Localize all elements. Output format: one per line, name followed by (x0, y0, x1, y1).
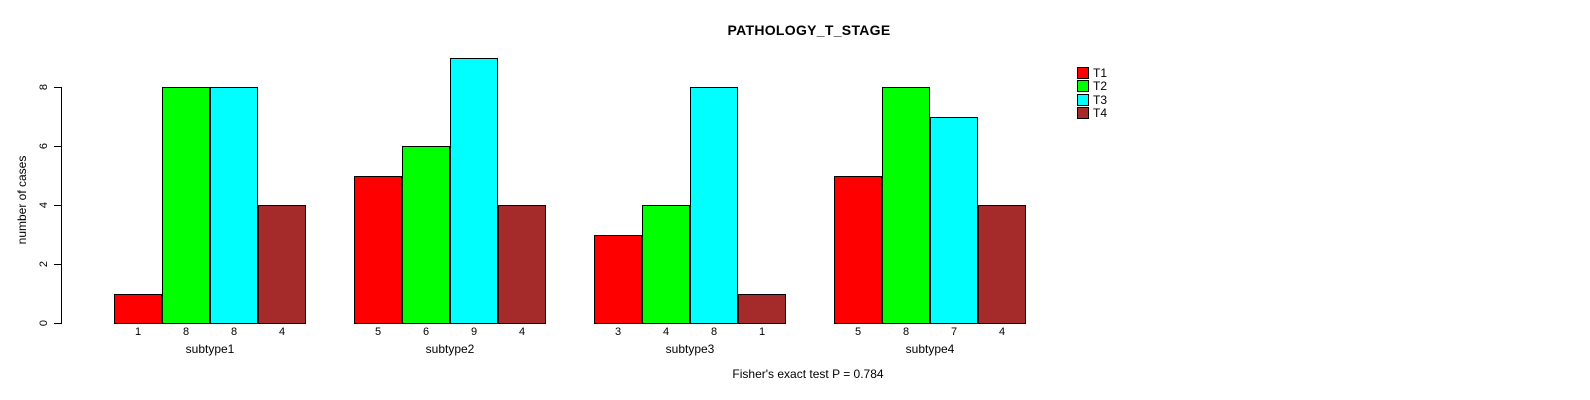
y-axis-tick-label: 4 (38, 201, 50, 209)
bar-subtype2-T3 (450, 57, 498, 324)
bar-subtype4-T4 (978, 205, 1026, 324)
bar-subtype3-T3 (690, 87, 738, 324)
bar-value-subtype4-T3: 7 (950, 326, 958, 338)
bar-value-subtype4-T4: 4 (998, 326, 1006, 338)
bar-value-subtype4-T2: 8 (902, 326, 910, 338)
bar-value-subtype3-T3: 8 (710, 326, 718, 338)
bar-subtype4-T2 (882, 87, 930, 324)
legend-swatch-T3 (1077, 93, 1089, 106)
bar-value-subtype2-T2: 6 (422, 326, 430, 338)
legend-label-T2: T2 (1093, 79, 1108, 93)
y-axis-label: number of cases (15, 155, 29, 245)
bar-subtype2-T1 (354, 175, 402, 324)
bar-subtype3-T1 (594, 234, 642, 324)
legend-swatch-T2 (1077, 80, 1089, 92)
y-axis-tick-label: 2 (38, 260, 50, 268)
group-label-subtype2: subtype2 (425, 342, 475, 356)
bar-subtype4-T3 (930, 116, 978, 324)
legend-item-T3: T3 (1077, 93, 1107, 106)
bar-value-subtype1-T1: 1 (134, 326, 142, 338)
y-axis-tick (54, 205, 61, 206)
bar-subtype1-T2 (162, 87, 210, 324)
chart-title: PATHOLOGY_T_STAGE (727, 22, 891, 38)
bar-subtype1-T3 (210, 87, 258, 324)
bar-value-subtype4-T1: 5 (854, 326, 862, 338)
bar-subtype1-T1 (114, 293, 162, 324)
legend-swatch-T1 (1077, 66, 1089, 79)
legend-item-T1: T1 (1077, 66, 1107, 79)
legend-label-T4: T4 (1093, 106, 1108, 120)
bar-subtype3-T2 (642, 205, 690, 324)
group-label-subtype3: subtype3 (665, 342, 715, 356)
legend-label-T3: T3 (1093, 92, 1108, 107)
bar-subtype1-T4 (258, 205, 306, 324)
bar-subtype2-T4 (498, 205, 546, 324)
y-axis-tick-label: 8 (38, 83, 50, 91)
y-axis-tick-label: 6 (38, 142, 50, 150)
y-axis-line (61, 87, 62, 324)
bar-subtype3-T4 (738, 293, 786, 324)
y-axis-tick (54, 146, 61, 147)
bar-subtype4-T1 (834, 175, 882, 324)
y-axis-tick (54, 264, 61, 265)
y-axis-tick-label: 0 (38, 319, 50, 327)
group-label-subtype1: subtype1 (185, 342, 235, 356)
legend-label-T1: T1 (1093, 65, 1108, 80)
bar-value-subtype2-T4: 4 (518, 326, 526, 338)
y-axis-tick (54, 87, 61, 88)
bar-subtype2-T2 (402, 146, 450, 324)
y-axis-tick (54, 323, 61, 324)
group-label-subtype4: subtype4 (905, 342, 955, 356)
bar-value-subtype3-T1: 3 (614, 326, 622, 338)
legend-item-T2: T2 (1077, 80, 1107, 93)
bar-value-subtype1-T3: 8 (230, 326, 238, 338)
bar-value-subtype1-T4: 4 (278, 326, 286, 338)
legend-item-T4: T4 (1077, 107, 1107, 120)
bar-value-subtype3-T2: 4 (662, 326, 670, 338)
bar-value-subtype3-T4: 1 (758, 326, 766, 338)
bar-value-subtype2-T3: 9 (470, 326, 478, 338)
fisher-test-note: Fisher's exact test P = 0.784 (732, 367, 884, 381)
bar-value-subtype1-T2: 8 (182, 326, 190, 338)
bar-value-subtype2-T1: 5 (374, 326, 382, 338)
legend-swatch-T4 (1077, 107, 1089, 119)
